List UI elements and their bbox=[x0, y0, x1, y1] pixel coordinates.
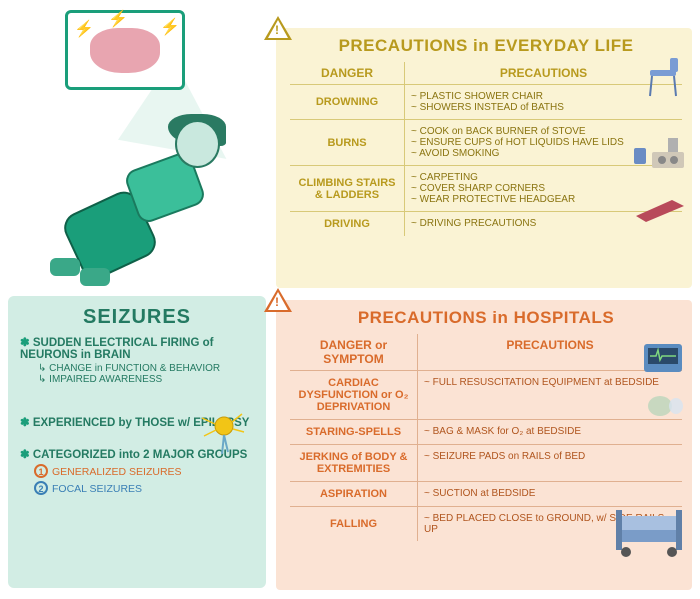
list-item: SHOWERS INSTEAD of BATHS bbox=[411, 102, 676, 113]
danger-driving: DRIVING bbox=[290, 211, 405, 236]
lightning-icon: ⚡ bbox=[74, 19, 86, 37]
stove-cup-icon bbox=[632, 128, 686, 172]
neuron-icon bbox=[196, 406, 246, 456]
bag-mask-icon bbox=[646, 388, 686, 424]
brain-icon bbox=[90, 28, 160, 73]
group2-label: FOCAL SEIZURES bbox=[52, 483, 142, 495]
danger-cardiac: CARDIAC DYSFUNCTION or O₂ DEPRIVATION bbox=[290, 370, 418, 419]
brain-callout: ⚡ ⚡ ⚡ bbox=[65, 10, 185, 90]
danger-staring: STARING-SPELLS bbox=[290, 419, 418, 444]
prec-staring: BAG & MASK for O₂ at BEDSIDE bbox=[418, 419, 682, 444]
list-item: SEIZURE PADS on RAILS of BED bbox=[424, 451, 676, 462]
danger-burns: BURNS bbox=[290, 119, 405, 165]
group1-label: GENERALIZED SEIZURES bbox=[52, 466, 182, 478]
hospital-bed-icon bbox=[614, 500, 686, 560]
sub-change: CHANGE in FUNCTION & BEHAVIOR bbox=[38, 363, 254, 374]
prec-drowning: PLASTIC SHOWER CHAIR SHOWERS INSTEAD of … bbox=[405, 84, 682, 119]
seizures-panel: SEIZURES SUDDEN ELECTRICAL FIRING of NEU… bbox=[8, 296, 266, 588]
warning-triangle-icon: ! bbox=[264, 16, 296, 48]
col-danger: DANGER bbox=[290, 62, 405, 84]
vital-monitor-icon bbox=[640, 340, 686, 380]
list-item: SUCTION at BEDSIDE bbox=[424, 488, 676, 499]
seizures-title: SEIZURES bbox=[20, 306, 254, 329]
hospital-panel: ! PRECAUTIONS in HOSPITALS DANGER or SYM… bbox=[276, 300, 692, 590]
list-item: CARPETING bbox=[411, 172, 676, 183]
col-precautions: PRECAUTIONS bbox=[405, 62, 682, 84]
lightning-icon: ⚡ bbox=[108, 9, 120, 27]
danger-drowning: DROWNING bbox=[290, 84, 405, 119]
danger-jerking: JERKING of BODY & EXTREMITIES bbox=[290, 444, 418, 481]
everyday-panel: ! PRECAUTIONS in EVERYDAY LIFE DANGER PR… bbox=[276, 28, 692, 288]
everyday-table: DANGER PRECAUTIONS DROWNING PLASTIC SHOW… bbox=[290, 62, 682, 236]
shower-chair-icon bbox=[642, 56, 686, 100]
list-item: PLASTIC SHOWER CHAIR bbox=[411, 91, 676, 102]
list-item: COVER SHARP CORNERS bbox=[411, 183, 676, 194]
group-generalized: 1GENERALIZED SEIZURES bbox=[34, 464, 254, 478]
danger-falling: FALLING bbox=[290, 506, 418, 541]
sub-impaired: IMPAIRED AWARENESS bbox=[38, 374, 254, 385]
danger-aspiration: ASPIRATION bbox=[290, 481, 418, 506]
group-focal: 2FOCAL SEIZURES bbox=[34, 481, 254, 495]
hospital-title: PRECAUTIONS in HOSPITALS bbox=[290, 308, 682, 328]
person-seizing-icon bbox=[40, 110, 240, 290]
col-danger-symptom: DANGER or SYMPTOM bbox=[290, 334, 418, 370]
prec-jerking: SEIZURE PADS on RAILS of BED bbox=[418, 444, 682, 481]
seizure-illustration: ⚡ ⚡ ⚡ bbox=[10, 10, 275, 290]
rug-icon bbox=[632, 196, 686, 224]
warning-triangle-icon: ! bbox=[264, 288, 296, 320]
danger-climbing: CLIMBING STAIRS & LADDERS bbox=[290, 165, 405, 211]
list-item: FULL RESUSCITATION EQUIPMENT at BEDSIDE bbox=[424, 377, 676, 388]
lightning-icon: ⚡ bbox=[160, 17, 172, 35]
list-item: BAG & MASK for O₂ at BEDSIDE bbox=[424, 426, 676, 437]
everyday-title: PRECAUTIONS in EVERYDAY LIFE bbox=[290, 36, 682, 56]
bullet-electrical: SUDDEN ELECTRICAL FIRING of NEURONS in B… bbox=[20, 335, 254, 361]
